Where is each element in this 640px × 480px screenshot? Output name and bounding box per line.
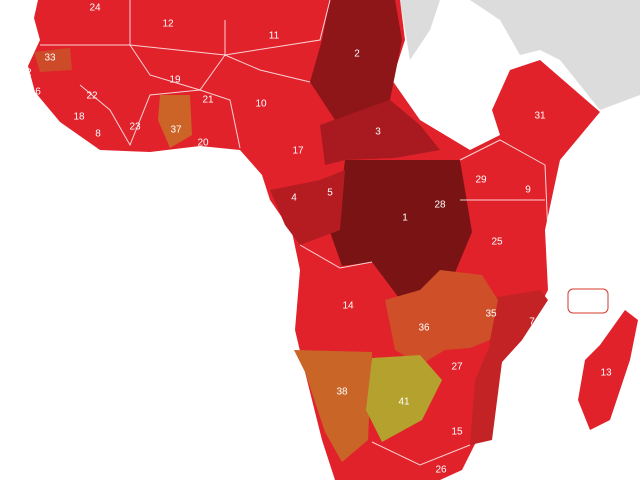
region-label: 16: [591, 296, 603, 307]
region-label: 25: [491, 237, 503, 248]
region-dark: [320, 100, 440, 165]
region-dark: [310, 0, 402, 120]
region-orange: [158, 95, 192, 148]
region-label: 13: [600, 368, 612, 379]
border: [299, 244, 373, 269]
region-label: 20: [197, 138, 209, 149]
region-label: 8: [95, 129, 101, 140]
region-label: 37: [170, 125, 182, 136]
land-outside: [400, 0, 640, 110]
inset-box: [567, 288, 609, 314]
region-label: 32: [20, 68, 32, 79]
region-label: 17: [292, 146, 304, 157]
region-label: 26: [435, 465, 447, 476]
region-label: 18: [73, 112, 85, 123]
region-label: 1: [402, 213, 408, 224]
region-label: 36: [418, 323, 430, 334]
region-label: 28: [434, 200, 446, 211]
border: [129, 0, 226, 91]
region-label: 14: [342, 301, 354, 312]
region-label: 6: [35, 87, 41, 98]
border: [371, 441, 471, 466]
region-label: 5: [327, 188, 333, 199]
border: [79, 84, 241, 149]
region-label: 2: [354, 49, 360, 60]
region-orange: [294, 350, 372, 462]
region-orange: [34, 48, 72, 72]
region-label: 7: [529, 317, 535, 328]
region-label: 3: [375, 127, 381, 138]
region-dark: [270, 170, 345, 245]
region-label: 19: [169, 75, 181, 86]
region-label: 4: [291, 193, 297, 204]
region-label: 22: [86, 91, 98, 102]
region-label: 38: [336, 387, 348, 398]
region-label: 24: [89, 3, 101, 14]
region-label: 23: [129, 122, 141, 133]
region-label: 33: [44, 53, 56, 64]
region-label: 31: [534, 111, 546, 122]
region-label: 12: [162, 19, 174, 30]
region-label: 35: [485, 309, 497, 320]
region-orange: [385, 270, 498, 365]
region-label: 29: [475, 175, 487, 186]
region-label: 41: [398, 397, 410, 408]
region-label: 15: [451, 427, 463, 438]
region-label: 9: [525, 185, 531, 196]
region-label: 27: [451, 362, 463, 373]
region-label: 21: [202, 95, 214, 106]
madagascar: [578, 310, 638, 430]
region-olive: [366, 355, 442, 442]
border: [459, 139, 549, 236]
region-dark: [330, 160, 472, 302]
region-label: 11: [269, 31, 280, 42]
border: [224, 54, 311, 83]
region-label: 10: [255, 99, 267, 110]
